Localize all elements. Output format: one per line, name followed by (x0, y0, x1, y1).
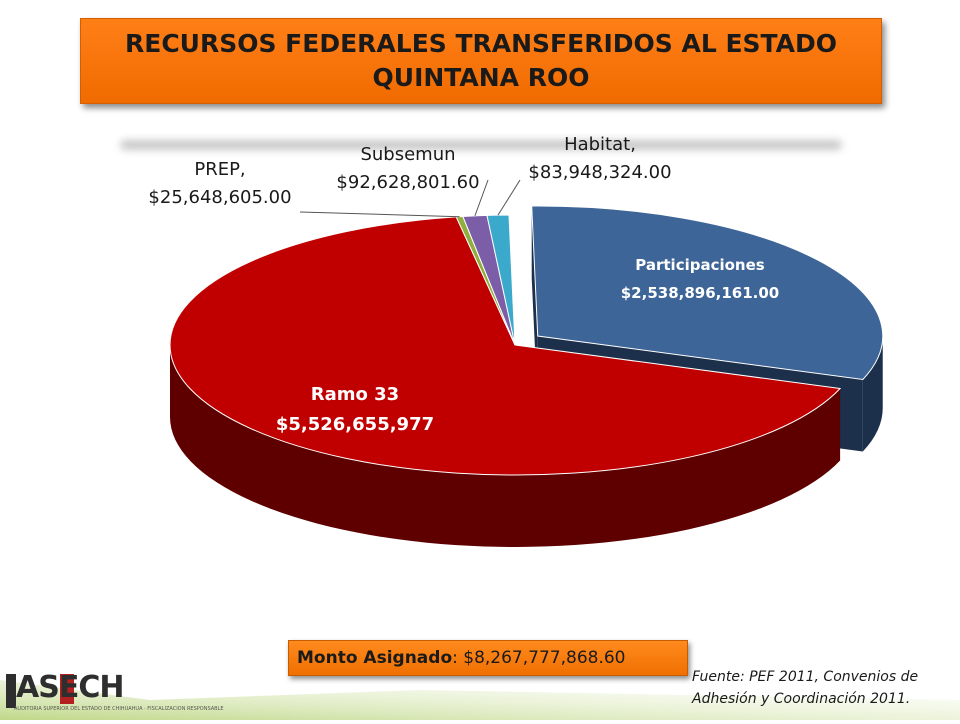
slice-side-wall (170, 345, 841, 547)
leader-line-subsemun (474, 179, 489, 217)
leader-line-prep (299, 211, 460, 218)
title-line-2: QUINTANA ROO (372, 63, 590, 92)
label-name-ramo33: Ramo 33 (311, 384, 399, 405)
logo-text: ASECH (16, 670, 124, 705)
pie-labels: Participaciones $2,538,896,161.00 Ramo 33 $… (148, 134, 779, 435)
slice-top (531, 205, 884, 381)
source-line-2: Adhesión y Coordinación 2011. (692, 691, 911, 707)
label-name-participaciones: Participaciones (635, 256, 765, 274)
logo-mark (6, 674, 74, 708)
slice-ramo33 (169, 216, 842, 547)
page-title: RECURSOS FEDERALES TRANSFERIDOS AL ESTAD… (80, 18, 882, 104)
slice-top (486, 214, 516, 346)
slice-habitat (486, 214, 516, 346)
pie-slices (169, 205, 884, 547)
source-note: Fuente: PEF 2011, Convenios de Adhesión … (692, 666, 957, 710)
label-name-prep: PREP, (194, 159, 245, 180)
total-assigned-box: Monto Asignado: $8,267,777,868.60 (288, 640, 688, 676)
label-value-ramo33: $5,526,655,977 (276, 414, 434, 435)
leader-line-habitat (497, 179, 521, 216)
total-value: $8,267,777,868.60 (463, 648, 626, 668)
label-value-participaciones: $2,538,896,161.00 (621, 284, 779, 302)
logo-subtitle: AUDITORIA SUPERIOR DEL ESTADO DE CHIHUAH… (14, 706, 224, 712)
slice-side-wall (862, 336, 883, 452)
title-line-1: RECURSOS FEDERALES TRANSFERIDOS AL ESTAD… (124, 29, 838, 58)
total-label: Monto Asignado (297, 648, 453, 668)
label-value-habitat: $83,948,324.00 (528, 162, 671, 183)
slice-top (169, 216, 842, 476)
label-name-habitat: Habitat, (564, 134, 636, 155)
label-name-subsemun: Subsemun (360, 144, 455, 165)
asech-logo: ASECH AUDITORIA SUPERIOR DEL ESTADO DE C… (0, 668, 224, 720)
label-value-subsemun: $92,628,801.60 (336, 172, 479, 193)
source-line-1: Fuente: PEF 2011, Convenios de (692, 669, 919, 685)
title-shadow-decoration (120, 140, 842, 150)
background-accent (0, 680, 960, 720)
label-value-prep: $25,648,605.00 (148, 187, 291, 208)
